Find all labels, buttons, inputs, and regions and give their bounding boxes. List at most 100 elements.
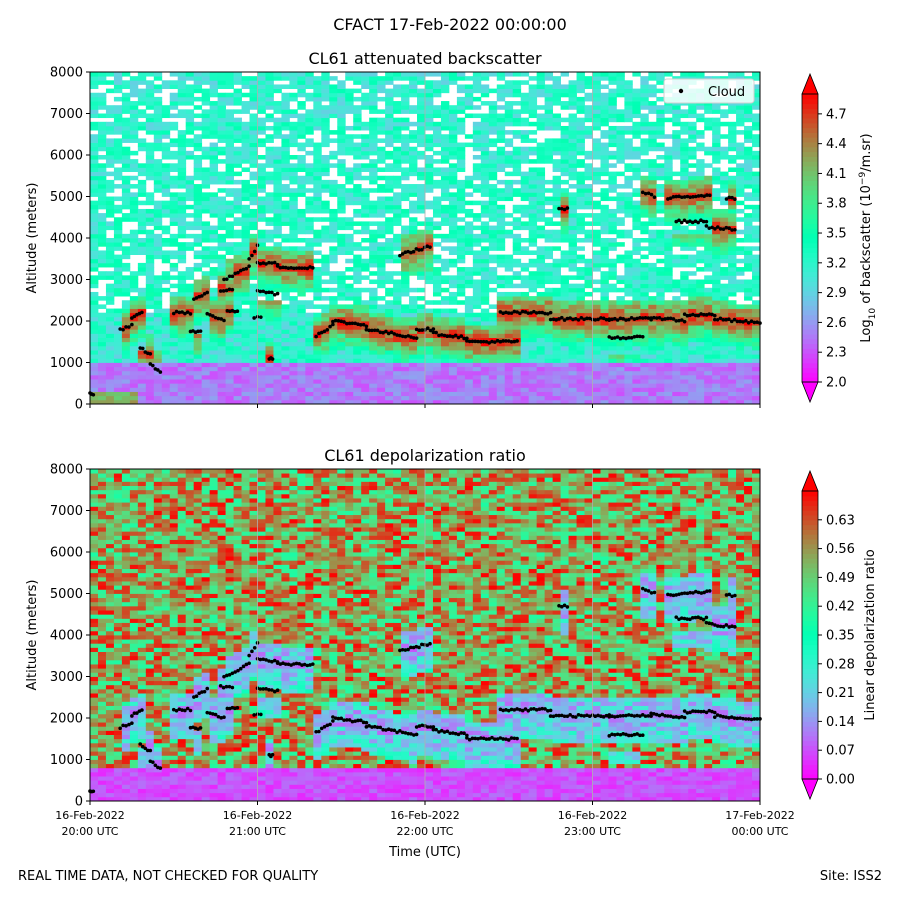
- heatmap-cell: [425, 308, 434, 314]
- heatmap-cell: [169, 291, 179, 297]
- heatmap-cell: [113, 362, 123, 368]
- heatmap-cell: [640, 138, 649, 143]
- heatmap-cell: [576, 304, 585, 309]
- heatmap-cell: [193, 196, 203, 202]
- heatmap-cell: [568, 254, 577, 260]
- heatmap-cell: [640, 275, 649, 280]
- heatmap-cell: [90, 358, 99, 363]
- heatmap-cell: [193, 88, 203, 94]
- heatmap-cell: [632, 96, 641, 102]
- heatmap-cell: [488, 130, 498, 135]
- heatmap-cell: [321, 304, 330, 309]
- heatmap-cell: [664, 370, 673, 376]
- heatmap-cell: [664, 171, 673, 177]
- heatmap-cell: [201, 221, 211, 226]
- heatmap-cell: [672, 200, 681, 206]
- heatmap-cell: [409, 121, 418, 127]
- heatmap-cell: [584, 337, 593, 343]
- heatmap-cell: [576, 254, 585, 260]
- heatmap-cell: [432, 366, 442, 372]
- heatmap-cell: [401, 84, 410, 89]
- heatmap-cell: [440, 383, 450, 388]
- heatmap-cell: [528, 399, 538, 405]
- heatmap-cell: [361, 72, 370, 77]
- heatmap-cell: [616, 109, 625, 114]
- heatmap-cell: [632, 163, 641, 168]
- heatmap-cell: [177, 258, 187, 264]
- heatmap-cell: [90, 134, 99, 139]
- heatmap-cell: [90, 192, 99, 197]
- heatmap-cell: [233, 138, 242, 143]
- heatmap-cell: [600, 113, 609, 119]
- heatmap-cell: [97, 196, 107, 202]
- heatmap-cell: [209, 92, 219, 98]
- heatmap-cell: [161, 287, 171, 293]
- heatmap-cell: [177, 163, 187, 168]
- heatmap-cell: [241, 325, 250, 330]
- heatmap-cell: [369, 188, 378, 193]
- heatmap-cell: [632, 354, 641, 359]
- heatmap-cell: [560, 159, 569, 164]
- heatmap-cell: [417, 233, 426, 239]
- heatmap-cell: [289, 92, 298, 98]
- heatmap-cell: [624, 192, 633, 197]
- heatmap-cell: [337, 101, 346, 106]
- heatmap-cell: [560, 350, 569, 355]
- heatmap-cell: [90, 262, 99, 268]
- heatmap-cell: [337, 196, 346, 202]
- heatmap-cell: [417, 387, 426, 392]
- heatmap-cell: [257, 275, 266, 280]
- heatmap-cell: [201, 246, 211, 251]
- heatmap-cell: [90, 184, 99, 189]
- heatmap-cell: [496, 279, 506, 285]
- heatmap-cell: [480, 121, 490, 127]
- heatmap-cell: [385, 304, 394, 309]
- heatmap-cell: [97, 337, 107, 343]
- heatmap-cell: [576, 370, 585, 376]
- heatmap-cell: [137, 238, 147, 243]
- heatmap-cell: [113, 246, 123, 251]
- heatmap-cell: [552, 387, 561, 392]
- heatmap-cell: [536, 262, 546, 268]
- heatmap-cell: [153, 117, 163, 123]
- heatmap-cell: [401, 267, 410, 272]
- heatmap-cell: [289, 233, 298, 239]
- heatmap-cell: [201, 229, 211, 235]
- heatmap-cell: [608, 150, 617, 156]
- heatmap-cell: [504, 383, 514, 388]
- heatmap-cell: [440, 142, 450, 148]
- heatmap-cell: [249, 291, 258, 297]
- heatmap-cell: [528, 316, 538, 322]
- heatmap-cell: [385, 366, 394, 372]
- heatmap-cell: [488, 72, 498, 77]
- heatmap-cell: [640, 267, 649, 272]
- heatmap-cell: [656, 200, 665, 206]
- heatmap-cell: [576, 341, 585, 347]
- heatmap-cell: [624, 258, 633, 264]
- heatmap-cell: [656, 279, 665, 285]
- heatmap-cell: [448, 163, 458, 168]
- heatmap-cell: [257, 271, 266, 276]
- heatmap-cell: [536, 250, 546, 255]
- heatmap-cell: [544, 271, 554, 276]
- heatmap-cell: [225, 146, 234, 152]
- heatmap-cell: [249, 171, 258, 177]
- heatmap-cell: [121, 275, 131, 280]
- heatmap-cell: [520, 370, 530, 376]
- heatmap-cell: [121, 379, 131, 384]
- heatmap-cell: [624, 304, 633, 309]
- heatmap-cell: [361, 150, 370, 156]
- heatmap-cell: [656, 312, 665, 318]
- heatmap-cell: [385, 399, 394, 405]
- heatmap-cell: [209, 134, 219, 139]
- heatmap-cell: [401, 383, 410, 388]
- heatmap-cell: [584, 383, 593, 388]
- heatmap-cell: [321, 362, 330, 368]
- heatmap-cell: [129, 395, 139, 401]
- heatmap-cell: [448, 113, 458, 119]
- heatmap-cell: [520, 283, 530, 289]
- heatmap-cell: [257, 308, 266, 314]
- heatmap-cell: [417, 333, 426, 338]
- heatmap-cell: [201, 312, 211, 318]
- heatmap-cell: [377, 370, 386, 376]
